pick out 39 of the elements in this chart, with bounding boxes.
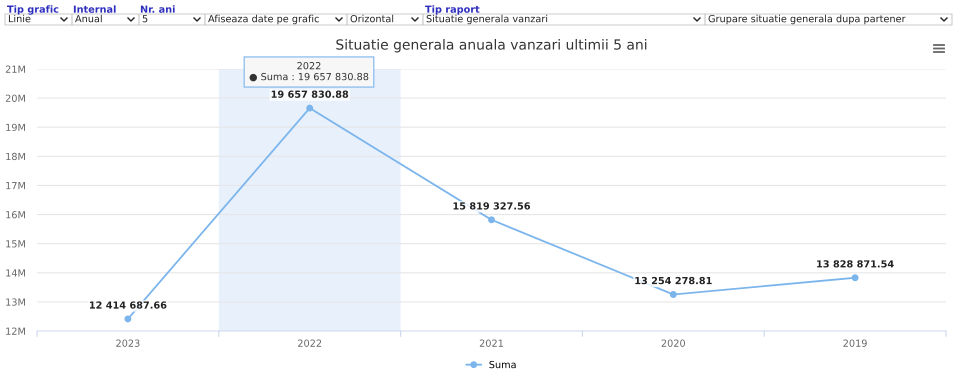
point — [124, 315, 132, 322]
x-tick-label: 2021 — [480, 340, 503, 347]
text: Orizontal — [350, 14, 394, 22]
data-label: 13 828 871.54 — [817, 260, 894, 268]
x-tick-label: 2023 — [116, 340, 140, 347]
data-label: 13 254 278.81 — [635, 276, 712, 284]
text: Nr. ani — [140, 5, 175, 13]
legend-label: Suma — [489, 360, 516, 368]
y-tick-label: 16M — [6, 211, 25, 218]
y-tick-label: 14M — [6, 269, 25, 276]
text: Anual — [75, 14, 102, 22]
text: Afiseaza date pe grafic — [208, 14, 319, 24]
text: Linie — [8, 14, 30, 22]
text: Internal — [74, 5, 116, 13]
point — [306, 104, 314, 112]
x-tick-label: 2022 — [298, 340, 322, 347]
x-tick-label: 2019 — [843, 340, 867, 347]
y-tick-label: 12M — [6, 327, 25, 335]
data-label: 19 657 830.88 — [272, 90, 348, 98]
text: Grupare situatie generala dupa partener — [708, 14, 906, 24]
x-tick-label: 2020 — [662, 340, 686, 347]
chart-title: Situatie generala anuala vanzari ultimii 5 ani — [336, 39, 646, 52]
data-label: 15 819 327.56 — [454, 202, 530, 210]
text: 5 — [142, 15, 148, 22]
text: Situatie generala vanzari — [426, 14, 548, 24]
y-tick-label: 17M — [6, 182, 25, 190]
point — [488, 216, 495, 224]
y-tick-label: 21M — [6, 65, 25, 73]
y-tick-label: 13M — [6, 298, 25, 306]
y-tick-label: 20M — [6, 94, 25, 102]
y-tick-label: 15M — [6, 240, 25, 248]
y-tick-label: 18M — [6, 152, 25, 160]
data-label: 12 414 687.66 — [90, 301, 166, 309]
point — [852, 274, 859, 282]
annotation: 2022 ● Suma : 19 657 830.88 — [250, 62, 368, 82]
text: Tip grafic — [7, 5, 58, 15]
y-tick-label: 19M — [6, 124, 25, 132]
point — [670, 291, 677, 298]
text: Tip raport — [425, 5, 480, 15]
